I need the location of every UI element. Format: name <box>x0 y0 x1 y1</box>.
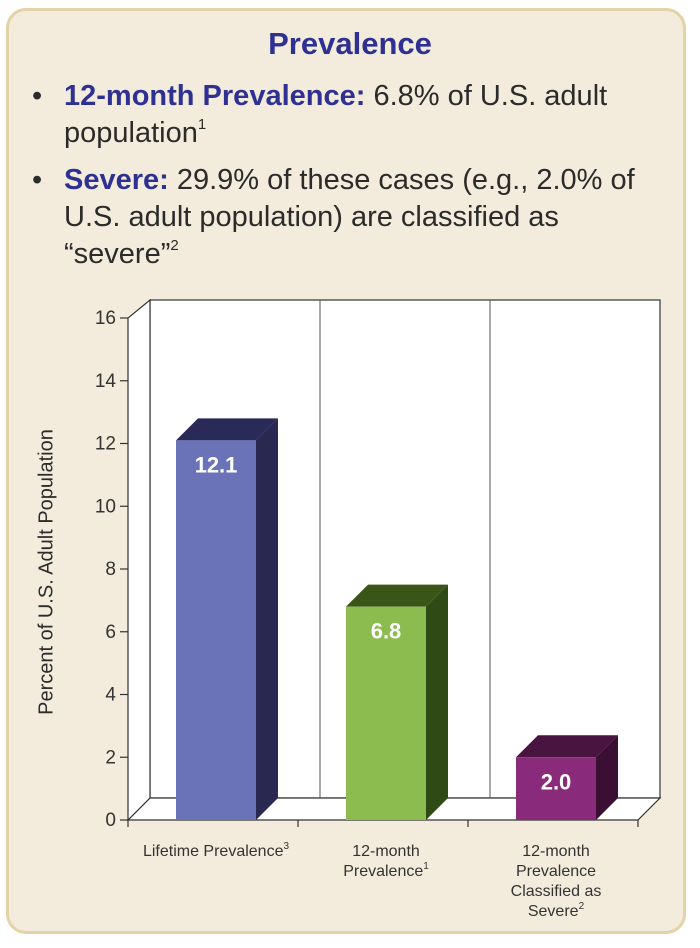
bar-top <box>176 418 278 441</box>
bar-value-label: 6.8 <box>371 619 402 644</box>
bar-side <box>256 418 278 820</box>
x-category-label: 12-month Prevalence Classified as Severe… <box>501 842 611 922</box>
bar <box>346 606 426 820</box>
bullet-term: 12-month Prevalence: <box>64 80 366 112</box>
bullet-list: • 12-month Prevalence: 6.8% of U.S. adult… <box>32 78 652 283</box>
bar <box>516 757 596 820</box>
bar-value-label: 12.1 <box>195 452 238 477</box>
bar <box>176 440 256 820</box>
x-category-footnote: 3 <box>283 841 290 852</box>
bullet-footnote: 2 <box>170 237 179 254</box>
x-category-label: Lifetime Prevalence3 <box>141 842 291 862</box>
y-tick-label: 10 <box>95 496 116 517</box>
bullet-text: 6.8% of U.S. adult population <box>64 80 608 149</box>
y-tick-label: 8 <box>105 559 116 580</box>
y-tick-label: 6 <box>105 622 116 643</box>
y-tick-label: 14 <box>95 371 117 392</box>
y-tick-label: 4 <box>105 685 116 706</box>
x-category-text: 12-month Prevalence Classified as Severe <box>510 843 602 920</box>
bullet-dot-icon: • <box>32 80 43 112</box>
y-tick-label: 12 <box>95 434 116 455</box>
bar-top <box>516 735 618 758</box>
y-tick-label: 2 <box>105 747 116 768</box>
bullet-severe: • Severe: 29.9% of these cases (e.g., 2.0… <box>32 162 652 273</box>
slide-title: Prevalence <box>268 26 432 61</box>
bullet-dot-icon: • <box>32 164 43 196</box>
bullet-text: 29.9% of these cases (e.g., 2.0% of U.S.… <box>64 164 635 270</box>
bar-side <box>426 584 448 820</box>
x-category-footnote: 1 <box>423 861 429 872</box>
y-tick-label: 16 <box>95 308 116 329</box>
x-category-text: 12-month Prevalence <box>343 843 424 880</box>
bullet-term: Severe: <box>64 164 169 196</box>
chart-side-wall <box>127 298 151 822</box>
x-category-text: Lifetime Prevalence <box>142 843 284 860</box>
bullet-12-month: • 12-month Prevalence: 6.8% of U.S. adult… <box>32 78 652 152</box>
bar-side <box>596 735 618 820</box>
bar-top <box>346 584 448 607</box>
x-category-label: 12-month Prevalence1 <box>311 842 461 882</box>
y-tick-label: 0 <box>105 810 116 831</box>
bullet-footnote: 1 <box>197 116 207 133</box>
bar-value-label: 2.0 <box>541 769 572 794</box>
x-category-footnote: 2 <box>578 901 585 912</box>
